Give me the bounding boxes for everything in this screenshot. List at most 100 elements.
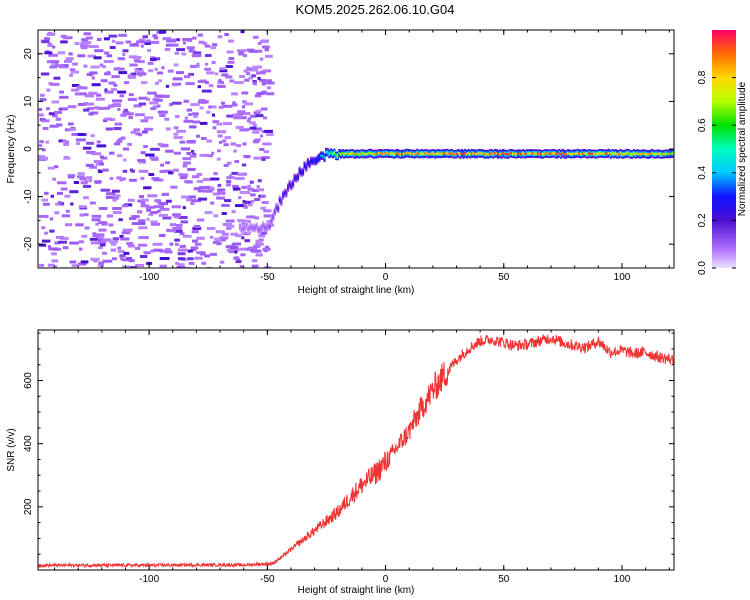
noise-cell xyxy=(140,176,145,180)
noise-cell xyxy=(100,243,106,247)
noise-cell xyxy=(232,184,239,188)
noise-cell xyxy=(141,203,146,207)
noise-cell xyxy=(232,113,241,117)
noise-cell xyxy=(150,249,155,253)
noise-cell xyxy=(106,54,113,58)
noise-cell xyxy=(152,248,163,252)
noise-cell xyxy=(112,211,122,214)
noise-cell xyxy=(78,205,87,209)
ridge-cell xyxy=(335,154,338,157)
noise-cell xyxy=(105,127,113,131)
noise-cell xyxy=(140,44,144,48)
ridge-cell xyxy=(412,153,415,156)
noise-cell xyxy=(84,94,94,98)
noise-cell xyxy=(199,121,208,125)
noise-cell xyxy=(44,231,48,235)
noise-cell xyxy=(224,199,232,203)
noise-cell xyxy=(90,111,99,115)
noise-cell xyxy=(222,122,233,126)
noise-cell xyxy=(115,41,124,45)
noise-cell xyxy=(86,36,93,40)
noise-cell xyxy=(161,66,165,70)
ridge-cell xyxy=(578,152,581,155)
ridge-cell xyxy=(333,151,336,155)
ridge-cell xyxy=(627,152,631,155)
noise-cell xyxy=(145,97,151,101)
noise-cell xyxy=(262,247,271,251)
ridge-cell xyxy=(670,152,674,155)
noise-cell xyxy=(190,103,200,107)
noise-cell xyxy=(98,261,105,265)
noise-cell xyxy=(249,121,256,125)
ridge-cell xyxy=(669,152,672,155)
noise-cell xyxy=(173,126,179,130)
ridge-cell xyxy=(538,152,541,155)
noise-cell xyxy=(96,93,102,97)
noise-cell xyxy=(165,149,174,153)
noise-cell xyxy=(90,134,95,138)
noise-cell xyxy=(198,197,208,201)
ridge-cell xyxy=(649,152,652,156)
noise-cell xyxy=(157,71,164,75)
noise-cell xyxy=(111,189,120,193)
ridge-cell xyxy=(325,150,328,154)
noise-cell xyxy=(206,110,211,114)
ridge-cell xyxy=(574,152,578,155)
noise-cell xyxy=(128,116,133,120)
noise-cell xyxy=(138,219,146,223)
noise-cell xyxy=(216,122,223,126)
noise-cell xyxy=(254,94,262,98)
ridge-cell xyxy=(558,152,561,155)
noise-cell xyxy=(210,177,220,181)
noise-cell xyxy=(221,212,227,215)
noise-cell xyxy=(41,119,50,123)
noise-cell xyxy=(128,266,137,268)
noise-cell xyxy=(39,140,44,144)
noise-cell xyxy=(232,103,238,107)
ridge-cell xyxy=(571,152,574,156)
noise-cell xyxy=(111,75,120,79)
snr-xtick-label: -100 xyxy=(139,574,159,585)
noise-cell xyxy=(105,195,116,199)
ridge-cell xyxy=(531,152,535,155)
noise-cell xyxy=(119,254,126,258)
ridge-cell xyxy=(321,154,324,157)
noise-cell xyxy=(55,202,65,206)
ridge-cell xyxy=(272,215,275,219)
noise-cell xyxy=(241,91,249,95)
noise-cell xyxy=(69,68,76,72)
noise-cell xyxy=(164,47,171,51)
noise-cell xyxy=(48,112,56,116)
ridge-cell xyxy=(488,152,492,155)
ridge-cell xyxy=(661,153,664,156)
ridge-cell xyxy=(290,184,293,188)
noise-cell xyxy=(256,188,264,192)
noise-cell xyxy=(206,154,213,158)
spectrogram-ytick-label: 0 xyxy=(23,146,34,152)
noise-cell xyxy=(142,35,148,39)
noise-cell xyxy=(223,164,229,167)
ridge-cell xyxy=(566,152,569,155)
noise-cell xyxy=(251,249,262,253)
ridge-cell xyxy=(561,151,564,155)
noise-cell xyxy=(137,199,142,203)
noise-cell xyxy=(210,105,217,109)
ridge-cell xyxy=(644,152,647,156)
noise-cell xyxy=(122,265,131,268)
noise-cell xyxy=(75,138,86,142)
noise-cell xyxy=(186,198,192,202)
ridge-cell xyxy=(354,153,357,156)
noise-cell xyxy=(139,255,148,258)
noise-cell xyxy=(157,143,164,146)
noise-cell xyxy=(187,139,196,143)
noise-cell xyxy=(260,40,269,44)
noise-cell xyxy=(231,171,239,175)
noise-cell xyxy=(95,233,105,237)
noise-cell xyxy=(138,226,148,230)
noise-cell xyxy=(263,209,272,213)
colorbar-tick-label: 0.2 xyxy=(697,213,708,227)
noise-cell xyxy=(221,101,225,105)
noise-cell xyxy=(99,155,104,159)
noise-cell xyxy=(83,213,89,217)
